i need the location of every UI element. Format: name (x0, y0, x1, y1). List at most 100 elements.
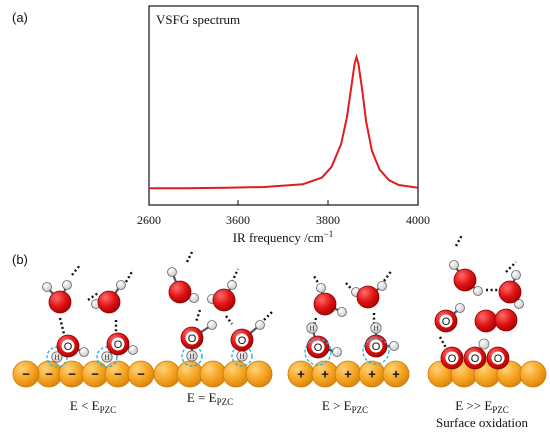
caption-1: E < EPZC (70, 398, 116, 415)
spectrum-line (149, 53, 419, 190)
oxygen-atom (168, 280, 192, 304)
hydrogen-atom: H (306, 322, 318, 334)
svg-text:H: H (54, 354, 59, 362)
svg-text:O: O (372, 341, 381, 353)
oxygen-atom (356, 285, 380, 309)
oxygen-atom (212, 288, 236, 312)
oxygen-atom: O (306, 335, 330, 359)
hydrogen-atom (332, 347, 342, 357)
x-tick-label: 4000 (406, 213, 430, 227)
hydrogen-bond (225, 315, 233, 325)
hydrogen-bond (185, 249, 195, 263)
gold-atom (153, 360, 181, 388)
hydrogen-bond (194, 309, 202, 323)
hydrogen-atom (167, 267, 177, 277)
gold-atom-positive: + (358, 360, 386, 388)
svg-text:H: H (309, 325, 314, 333)
svg-text:E > EPZC: E > EPZC (322, 398, 368, 415)
hydrogen-bond (71, 264, 81, 276)
hydrogen-bond (383, 269, 393, 282)
hydrogen-atom (389, 341, 399, 351)
svg-text:O: O (114, 339, 123, 351)
gold-atom (176, 360, 204, 388)
svg-text:O: O (238, 335, 247, 347)
hydrogen-bond (454, 234, 464, 247)
hydrogen-atom (79, 347, 89, 357)
svg-text:E >> EPZC: E >> EPZC (455, 398, 509, 415)
svg-text:O: O (448, 353, 457, 365)
hydrogen-bond (58, 317, 66, 335)
oxygen-atom (453, 268, 477, 292)
hydrogen-bond (438, 336, 448, 349)
minus-charge: − (137, 367, 145, 382)
svg-text:O: O (188, 333, 197, 345)
hydrogen-atom: H (370, 322, 382, 334)
hydrogen-bond (312, 317, 318, 327)
minus-charge: − (22, 367, 30, 382)
hydrogen-atom (455, 303, 465, 313)
gold-atom-negative: − (35, 360, 63, 388)
plot-frame (148, 5, 419, 206)
svg-text:E = EPZC: E = EPZC (187, 390, 233, 407)
hydrogen-atom (514, 299, 524, 309)
gold-atom (519, 360, 547, 388)
hydrogen-atom (227, 280, 237, 290)
hydrogen-bond (124, 269, 135, 283)
hydrogen-atom: H (96, 346, 118, 368)
hydrogen-atom: H (46, 346, 68, 368)
hydrogen-atom (511, 270, 521, 280)
oxygen-atom (494, 308, 518, 332)
gold-atom-negative: − (58, 360, 86, 388)
oxygen-atom: O (463, 346, 487, 370)
svg-text:O: O (64, 341, 73, 353)
hydrogen-atom (42, 282, 52, 292)
hydrogen-atom (128, 345, 138, 355)
minus-charge: − (68, 367, 76, 382)
oxygen-atom (97, 290, 121, 314)
oxygen-atom: O (440, 346, 464, 370)
plus-charge: + (392, 367, 400, 382)
hydrogen-atom (377, 281, 387, 291)
caption-2: E = EPZC (187, 390, 233, 407)
plus-charge: + (297, 367, 305, 382)
hydrogen-atom (255, 320, 265, 330)
x-tick-label: 2600 (137, 213, 161, 227)
svg-text:O: O (471, 353, 480, 365)
oxygen-atom (474, 309, 498, 333)
hydrogen-atom (207, 320, 217, 330)
hydrogen-atom (449, 260, 459, 270)
minus-charge: − (45, 367, 53, 382)
oxygen-atom: O (56, 334, 80, 358)
svg-text:E < EPZC: E < EPZC (70, 398, 116, 415)
gold-atom-negative: − (81, 360, 109, 388)
oxygen-atom: O (230, 328, 254, 352)
hydrogen-atom (62, 280, 72, 290)
svg-text:H: H (104, 354, 109, 362)
hydrogen-bond (263, 311, 273, 321)
svg-text:O: O (494, 353, 503, 365)
gold-atom (245, 360, 273, 388)
oxygen-atom: O (106, 332, 130, 356)
svg-text:H: H (239, 353, 244, 361)
hydrogen-bond (230, 268, 240, 283)
minus-charge: − (91, 367, 99, 382)
free-oh-highlight (362, 337, 390, 365)
x-axis-label: IR frequency /cm−1 (233, 229, 334, 245)
gold-atom (199, 360, 227, 388)
oxygen-atom: O (180, 326, 204, 350)
svg-text:O: O (314, 342, 323, 354)
chart-title: VSFG spectrum (156, 12, 240, 27)
hydrogen-atom (116, 280, 126, 290)
svg-text:H: H (189, 353, 194, 361)
panel-b-label: (b) (12, 252, 28, 267)
gold-atom-negative: − (104, 360, 132, 388)
vsfg-chart: VSFG spectrum 2600 3600 3800 4000 IR freque… (137, 5, 430, 245)
hydrogen-atom (473, 286, 483, 296)
oxygen-atom (313, 292, 337, 316)
panel-a-label: (a) (12, 10, 28, 25)
oxygen-atom: O (364, 334, 388, 358)
gold-atom-positive: + (287, 360, 315, 388)
svg-text:H: H (373, 325, 378, 333)
